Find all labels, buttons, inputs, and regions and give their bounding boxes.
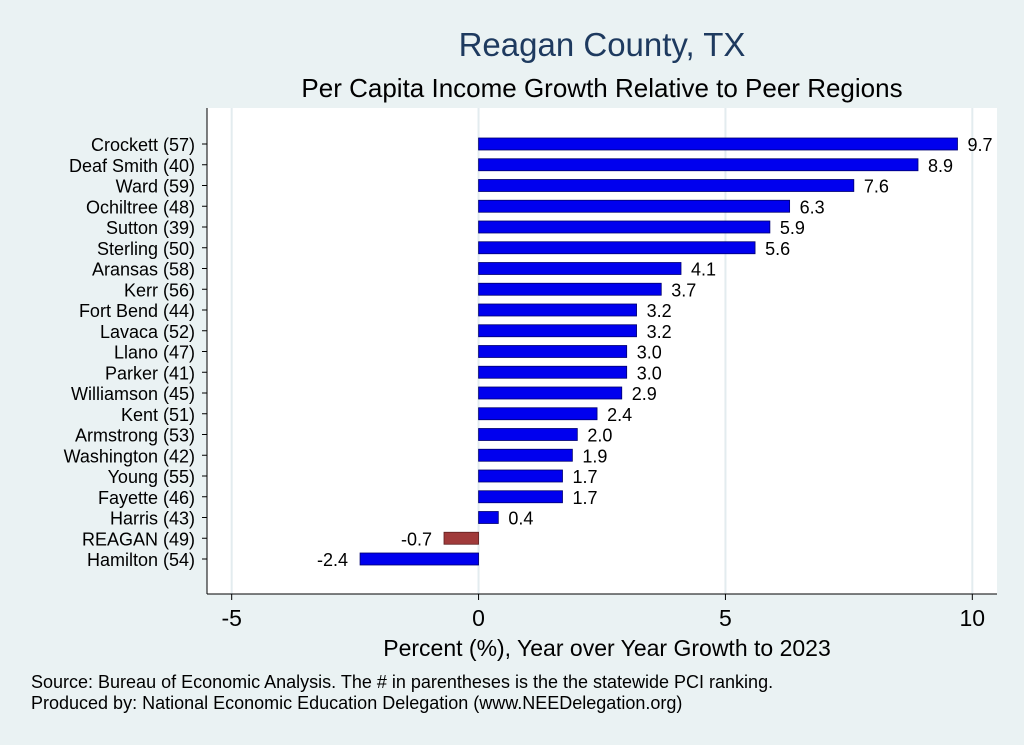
x-tick-label: 10 — [960, 605, 986, 631]
bar — [478, 324, 637, 338]
y-tick-label: Aransas (58) — [92, 260, 195, 280]
data-label: 7.6 — [864, 177, 889, 197]
y-tick-label: Harris (43) — [110, 509, 195, 529]
bar — [478, 282, 662, 296]
data-label: -2.4 — [317, 550, 348, 570]
data-label: 3.7 — [671, 280, 696, 300]
chart-subtitle: Per Capita Income Growth Relative to Pee… — [301, 73, 903, 103]
producer-note: Produced by: National Economic Education… — [31, 693, 683, 713]
y-tick-label: Kent (51) — [121, 405, 195, 425]
bar — [359, 552, 479, 566]
y-tick-label: Williamson (45) — [71, 384, 195, 404]
y-tick-label: Fort Bend (44) — [79, 301, 195, 321]
chart-title: Reagan County, TX — [458, 26, 746, 63]
y-tick-label: Kerr (56) — [124, 280, 195, 300]
y-tick-label: Ward (59) — [116, 177, 195, 197]
bar — [478, 137, 958, 151]
data-label: 5.6 — [765, 239, 790, 259]
x-tick-label: 5 — [719, 605, 732, 631]
data-label: 1.7 — [573, 488, 598, 508]
y-tick-label: Llano (47) — [114, 343, 195, 363]
bar — [478, 262, 682, 275]
y-tick-label: Parker (41) — [105, 363, 195, 383]
bar — [478, 511, 499, 524]
data-label: 3.2 — [647, 301, 672, 321]
y-tick-label: Washington (42) — [64, 446, 195, 466]
y-tick-label: Ochiltree (48) — [86, 197, 195, 217]
data-label: 1.9 — [582, 446, 607, 466]
bar — [478, 220, 771, 234]
bar — [478, 490, 563, 504]
data-label: 0.4 — [508, 509, 533, 529]
data-label: 1.7 — [573, 467, 598, 487]
bar — [478, 365, 628, 379]
y-tick-label: Fayette (46) — [98, 488, 195, 508]
y-tick-label: Armstrong (53) — [75, 426, 195, 446]
footer: Source: Bureau of Economic Analysis. The… — [31, 672, 773, 714]
data-label: 2.0 — [587, 426, 612, 446]
bar — [478, 469, 563, 483]
y-tick-label: Lavaca (52) — [100, 322, 195, 342]
data-label: 4.1 — [691, 260, 716, 280]
data-label: 3.2 — [647, 322, 672, 342]
data-label: 9.7 — [968, 135, 993, 155]
bar — [478, 158, 919, 172]
y-tick-label: Sutton (39) — [106, 218, 195, 238]
y-tick-label: Young (55) — [108, 467, 195, 487]
y-tick-label: REAGAN (49) — [82, 529, 195, 549]
bar — [478, 179, 855, 192]
y-tick-label: Sterling (50) — [97, 239, 195, 259]
data-label: 3.0 — [637, 343, 662, 363]
data-label: 6.3 — [800, 197, 825, 217]
data-label: 2.9 — [632, 384, 657, 404]
y-tick-label: Crockett (57) — [91, 135, 195, 155]
bar — [478, 386, 623, 400]
bar — [478, 448, 573, 462]
bar — [478, 428, 578, 441]
data-label: 3.0 — [637, 363, 662, 383]
data-label: 5.9 — [780, 218, 805, 238]
bar-highlight — [443, 531, 479, 545]
bar — [478, 345, 628, 358]
source-note: Source: Bureau of Economic Analysis. The… — [31, 672, 774, 692]
x-tick-label: 0 — [472, 605, 485, 631]
data-label: -0.7 — [401, 529, 432, 549]
y-tick-label: Hamilton (54) — [87, 550, 195, 570]
x-tick-label: -5 — [221, 605, 241, 631]
bar — [478, 407, 598, 421]
bar — [478, 303, 637, 317]
bar — [478, 199, 791, 213]
data-label: 2.4 — [607, 405, 632, 425]
bar — [478, 241, 756, 255]
y-tick-label: Deaf Smith (40) — [69, 156, 195, 176]
data-label: 8.9 — [928, 156, 953, 176]
x-axis-label: Percent (%), Year over Year Growth to 20… — [383, 635, 831, 661]
